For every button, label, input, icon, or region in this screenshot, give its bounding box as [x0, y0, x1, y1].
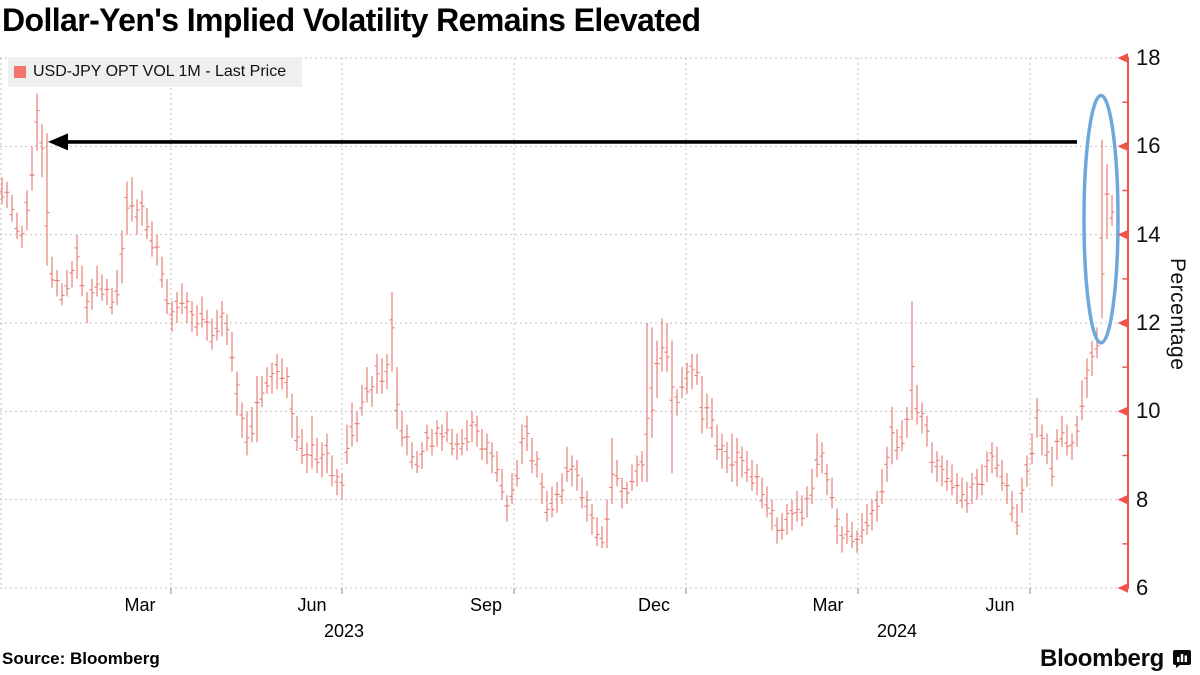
y-tick-label: 8 — [1136, 486, 1149, 512]
page-title: Dollar-Yen's Implied Volatility Remains … — [2, 2, 701, 38]
legend-swatch-icon — [14, 66, 26, 78]
x-month-label: Mar — [812, 595, 844, 615]
x-month-label: Sep — [469, 595, 503, 615]
arrow-head-icon — [48, 133, 68, 151]
legend-label: USD-JPY OPT VOL 1M - Last Price — [33, 63, 287, 80]
y-tick-label: 18 — [1136, 45, 1161, 70]
highlight-ellipse — [1082, 93, 1120, 345]
major-tick-icon — [1117, 318, 1128, 328]
major-tick-icon — [1117, 406, 1128, 417]
major-tick-icon — [1117, 583, 1128, 593]
y-tick-label: 10 — [1136, 398, 1161, 424]
y-tick-label: 6 — [1136, 575, 1149, 600]
y-tick-label: 12 — [1136, 310, 1161, 335]
bloomberg-wordmark: Bloomberg — [1040, 645, 1164, 672]
bloomberg-logo: Bloomberg — [1040, 645, 1192, 673]
y-tick-label: 16 — [1136, 133, 1161, 159]
y-axis-label: Percentage — [1166, 258, 1189, 371]
source-note: Source: Bloomberg — [2, 649, 160, 668]
bloomberg-chart-icon — [1173, 650, 1191, 668]
major-tick-icon — [1117, 494, 1128, 505]
chart-legend: USD-JPY OPT VOL 1M - Last Price — [8, 57, 303, 87]
x-year-label: 2024 — [876, 621, 918, 641]
x-month-label: Jun — [297, 595, 327, 615]
x-month-label: Mar — [124, 595, 156, 615]
x-month-label: Jun — [985, 595, 1015, 615]
major-tick-icon — [1117, 141, 1128, 152]
x-month-label: Dec — [637, 595, 671, 615]
y-tick-label: 14 — [1136, 221, 1161, 247]
x-year-label: 2023 — [323, 621, 365, 641]
major-tick-icon — [1117, 53, 1128, 63]
major-tick-icon — [1117, 229, 1128, 240]
